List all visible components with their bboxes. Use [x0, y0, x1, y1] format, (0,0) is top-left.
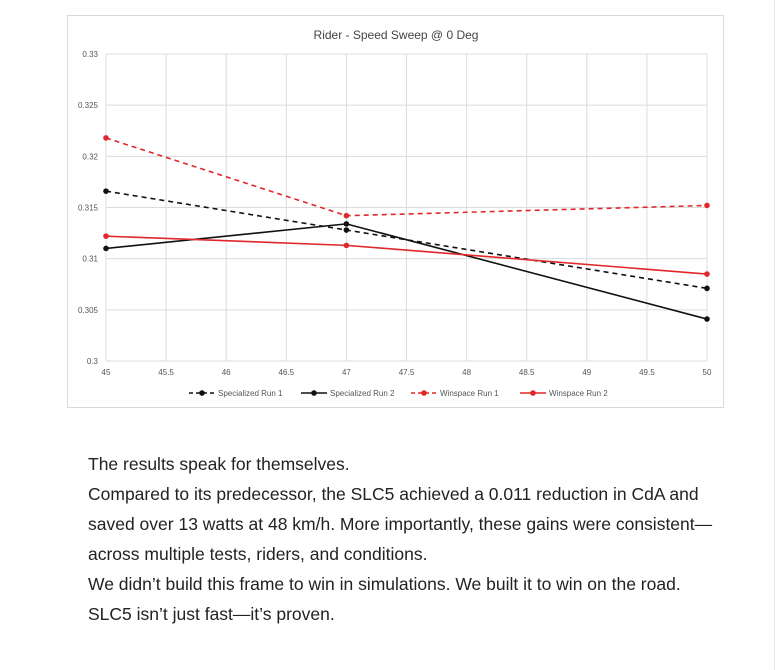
legend-label: Winspace Run 1 — [440, 389, 499, 398]
x-tick-label: 45 — [102, 368, 111, 377]
x-tick-label: 50 — [703, 368, 712, 377]
y-tick-label: 0.31 — [82, 255, 98, 264]
legend-swatch-marker — [421, 390, 427, 396]
series-point — [103, 188, 109, 194]
x-tick-label: 46 — [222, 368, 231, 377]
x-tick-label: 49.5 — [639, 368, 655, 377]
x-tick-label: 47.5 — [399, 368, 415, 377]
x-tick-label: 46.5 — [279, 368, 295, 377]
x-tick-label: 49 — [582, 368, 591, 377]
line-chart: Rider - Speed Sweep @ 0 Deg 45 45.5 46 46.5… — [67, 15, 724, 408]
legend-swatch-marker — [311, 390, 317, 396]
y-tick-label: 0.32 — [82, 152, 98, 161]
series-point — [103, 233, 109, 239]
series-point — [704, 202, 710, 209]
legend-swatch-marker — [199, 390, 205, 396]
series-point — [343, 227, 350, 233]
series-point — [704, 271, 710, 277]
y-tick-label: 0.33 — [82, 50, 98, 59]
x-tick-label: 48.5 — [519, 368, 535, 377]
paragraph-comparison: Compared to its predecessor, the SLC5 ac… — [88, 484, 713, 564]
series-point — [343, 242, 350, 249]
x-tick-label: 48 — [462, 368, 471, 377]
legend-swatch-marker — [530, 390, 536, 396]
series-point — [103, 245, 109, 252]
x-tick-label: 47 — [342, 368, 351, 377]
y-tick-label: 0.3 — [87, 357, 99, 366]
x-tick-label: 45.5 — [158, 368, 174, 377]
legend-label: Winspace Run 2 — [549, 389, 608, 398]
y-tick-label: 0.315 — [78, 204, 99, 213]
legend-label: Specialized Run 2 — [330, 389, 395, 398]
paragraph-proven: SLC5 isn’t just fast—it’s proven. — [88, 604, 335, 624]
series-point — [343, 212, 350, 219]
article-text: The results speak for themselves. Compar… — [88, 449, 728, 629]
paragraph-road: We didn’t build this frame to win in sim… — [88, 574, 681, 594]
series-point — [343, 221, 350, 227]
series-point — [103, 135, 109, 141]
series-point — [704, 316, 710, 322]
series-point — [704, 285, 710, 292]
y-tick-label: 0.305 — [78, 306, 99, 315]
legend-label: Specialized Run 1 — [218, 389, 283, 398]
y-tick-label: 0.325 — [78, 101, 99, 110]
chart-canvas: Rider - Speed Sweep @ 0 Deg 45 45.5 46 46.5… — [78, 28, 712, 398]
paragraph-results: The results speak for themselves. — [88, 454, 350, 474]
page-edge-line — [774, 0, 775, 670]
chart-title: Rider - Speed Sweep @ 0 Deg — [314, 28, 479, 42]
